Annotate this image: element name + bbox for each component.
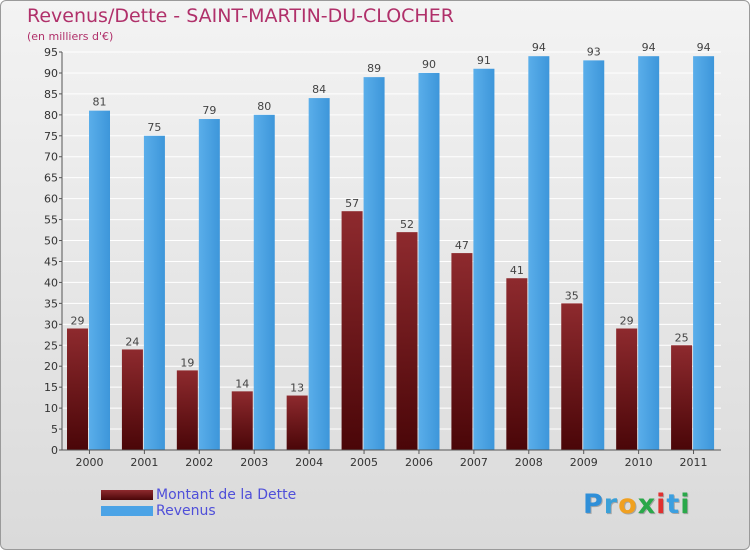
bar-debt-2011 <box>671 345 693 450</box>
data-label-debt: 14 <box>235 377 249 390</box>
data-label-debt: 13 <box>290 382 304 395</box>
bar-revenue-2011 <box>693 56 715 450</box>
data-label-revenue: 93 <box>587 45 601 58</box>
bar-revenue-2008 <box>528 56 550 450</box>
data-label-revenue: 81 <box>93 96 107 109</box>
x-tick-label: 2006 <box>405 456 433 469</box>
bar-debt-2010 <box>616 328 638 450</box>
bar-debt-2000 <box>67 328 88 450</box>
y-tick-label: 30 <box>44 318 58 331</box>
logo-letter: P <box>583 489 604 520</box>
bar-revenue-2001 <box>143 135 165 450</box>
data-label-debt: 35 <box>565 289 579 302</box>
data-label-revenue: 89 <box>367 62 381 75</box>
logo-letter: i <box>680 489 691 520</box>
logo-letter: i <box>656 489 667 520</box>
y-tick-label: 65 <box>44 172 58 185</box>
bar-revenue-2002 <box>198 119 220 450</box>
chart-title: Revenus/Dette - SAINT-MARTIN-DU-CLOCHER <box>27 5 454 27</box>
bar-debt-2004 <box>286 395 308 450</box>
data-label-revenue: 79 <box>202 104 216 117</box>
legend-swatch-revenue <box>101 506 153 516</box>
data-label-debt: 57 <box>345 197 359 210</box>
y-tick-label: 80 <box>44 109 58 122</box>
x-tick-label: 2004 <box>295 456 323 469</box>
data-label-revenue: 94 <box>697 41 711 54</box>
data-label-revenue: 94 <box>532 41 546 54</box>
legend-label-revenue: Revenus <box>156 503 216 519</box>
legend-label-debt: Montant de la Dette <box>156 487 297 503</box>
data-label-debt: 19 <box>180 356 194 369</box>
y-tick-label: 5 <box>51 423 58 436</box>
bar-debt-2003 <box>231 391 253 450</box>
x-tick-label: 2000 <box>75 456 103 469</box>
y-tick-label: 90 <box>44 67 58 80</box>
bar-revenue-2005 <box>363 77 385 450</box>
y-tick-label: 50 <box>44 235 58 248</box>
data-label-revenue: 80 <box>257 100 271 113</box>
bar-revenue-2003 <box>253 114 275 450</box>
bar-debt-2006 <box>396 232 418 450</box>
x-tick-label: 2008 <box>515 456 543 469</box>
data-label-debt: 41 <box>510 264 524 277</box>
legend-swatch-debt <box>101 490 153 500</box>
bar-debt-2002 <box>176 370 198 450</box>
data-label-revenue: 75 <box>147 121 161 134</box>
x-tick-label: 2005 <box>350 456 378 469</box>
data-label-debt: 25 <box>675 331 689 344</box>
logo-letter: x <box>637 489 657 520</box>
bar-revenue-2010 <box>638 56 660 450</box>
logo-letter: r <box>603 489 619 520</box>
bar-debt-2007 <box>451 253 473 450</box>
data-label-revenue: 91 <box>477 54 491 67</box>
y-tick-label: 45 <box>44 255 58 268</box>
bar-debt-2005 <box>341 211 363 450</box>
x-tick-label: 2009 <box>570 456 598 469</box>
data-label-revenue: 90 <box>422 58 436 71</box>
x-tick-label: 2010 <box>625 456 653 469</box>
y-tick-label: 20 <box>44 360 58 373</box>
y-tick-label: 25 <box>44 339 58 352</box>
data-label-revenue: 94 <box>642 41 656 54</box>
y-tick-label: 60 <box>44 193 58 206</box>
bar-revenue-2004 <box>308 98 330 450</box>
x-tick-label: 2003 <box>240 456 268 469</box>
data-label-debt: 29 <box>620 315 634 328</box>
logo-letter: o <box>618 489 638 520</box>
bar-revenue-2006 <box>418 72 440 451</box>
bar-debt-2009 <box>561 303 583 450</box>
x-tick-label: 2011 <box>680 456 708 469</box>
y-tick-label: 35 <box>44 297 58 310</box>
y-tick-label: 75 <box>44 130 58 143</box>
x-tick-label: 2007 <box>460 456 488 469</box>
y-tick-label: 15 <box>44 381 58 394</box>
y-tick-label: 55 <box>44 214 58 227</box>
chart-subtitle: (en milliers d'€) <box>27 30 114 43</box>
data-label-debt: 29 <box>71 315 85 328</box>
y-tick-label: 40 <box>44 276 58 289</box>
x-tick-label: 2001 <box>130 456 158 469</box>
y-tick-label: 0 <box>51 444 58 457</box>
bar-debt-2008 <box>506 278 528 450</box>
proxiti-logo: Proxiti <box>583 489 691 520</box>
y-tick-label: 85 <box>44 88 58 101</box>
bar-revenue-2000 <box>89 110 110 450</box>
y-tick-label: 10 <box>44 402 58 415</box>
y-tick-label: 95 <box>44 46 58 59</box>
data-label-debt: 24 <box>125 335 139 348</box>
data-label-debt: 52 <box>400 218 414 231</box>
logo-letter: t <box>666 489 681 520</box>
data-label-revenue: 84 <box>312 83 326 96</box>
x-tick-label: 2002 <box>185 456 213 469</box>
bar-debt-2001 <box>121 349 143 450</box>
data-label-debt: 47 <box>455 239 469 252</box>
bar-revenue-2009 <box>583 60 605 451</box>
y-tick-label: 70 <box>44 151 58 164</box>
bar-revenue-2007 <box>473 68 495 450</box>
